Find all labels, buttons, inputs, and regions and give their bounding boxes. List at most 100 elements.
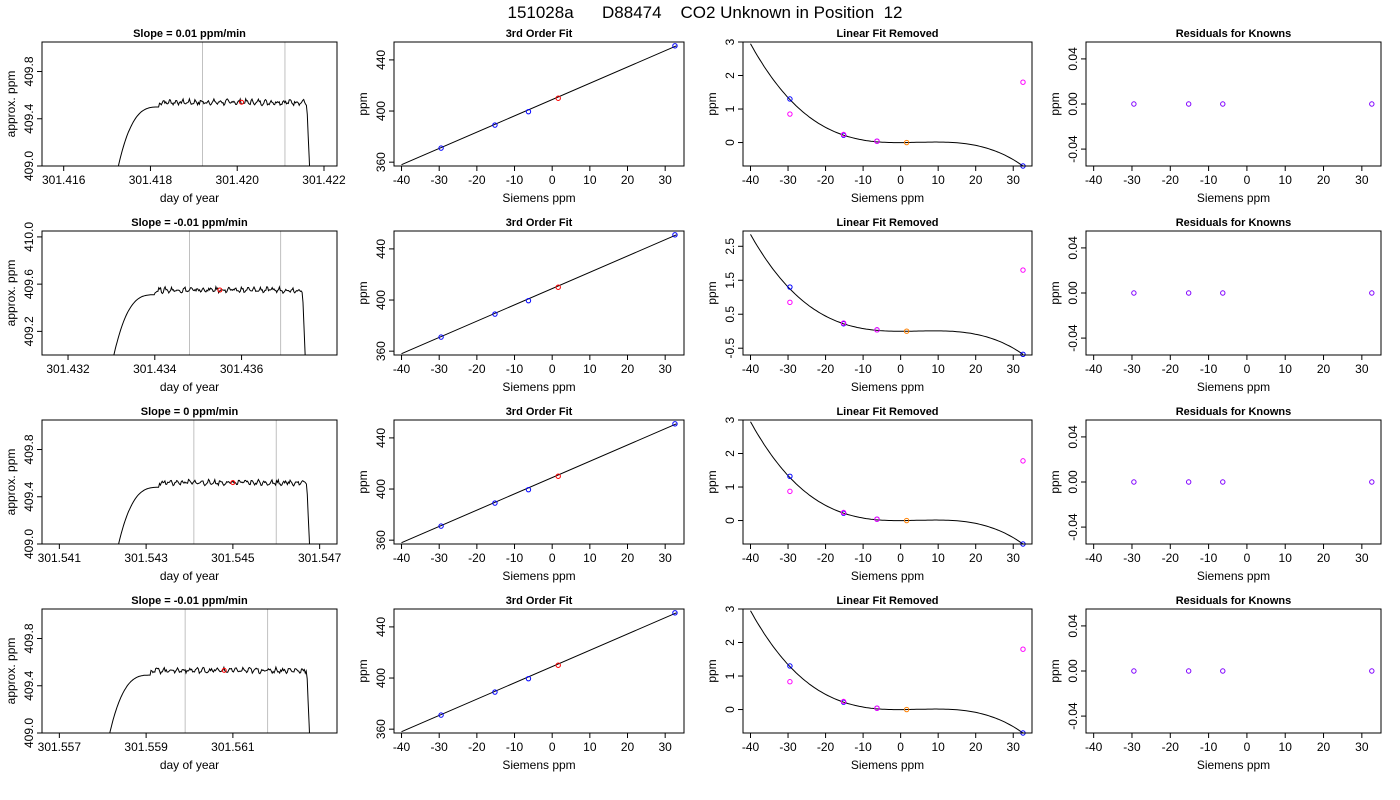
data-point-purple bbox=[1185, 290, 1192, 296]
y-tick-label: 2 bbox=[723, 72, 737, 79]
x-tick-label: 0 bbox=[1244, 173, 1251, 187]
plot-frame bbox=[41, 230, 338, 356]
panel-title: Linear Fit Removed bbox=[836, 406, 938, 418]
plot-frame bbox=[1085, 419, 1382, 545]
data-point-orange bbox=[903, 706, 910, 713]
concentration-trace bbox=[113, 285, 306, 355]
data-point-red bbox=[555, 662, 561, 668]
x-tick-label: 301.541 bbox=[38, 551, 82, 565]
plot-area bbox=[113, 231, 306, 355]
x-tick-label: 10 bbox=[1279, 173, 1293, 187]
x-axis-label: Siemens ppm bbox=[1197, 569, 1270, 583]
panel-fit-row-3: 3rd Order Fit Siemens ppm ppm -40 -30 -20 -10 0… bbox=[356, 406, 685, 583]
y-tick-label: 360 bbox=[374, 530, 388, 550]
data-point-purple bbox=[1131, 290, 1137, 296]
panel-title: Residuals for Knowns bbox=[1176, 28, 1292, 40]
x-tick-label: 20 bbox=[1317, 740, 1331, 754]
x-tick-label: -30 bbox=[779, 362, 797, 376]
x-tick-label: -30 bbox=[431, 740, 449, 754]
x-tick-label: 301.547 bbox=[298, 551, 342, 565]
data-point-blue bbox=[438, 523, 444, 529]
x-tick-label: 301.543 bbox=[124, 551, 168, 565]
plot-frame bbox=[41, 41, 338, 167]
data-point-magenta bbox=[1020, 267, 1026, 273]
concentration-trace bbox=[118, 477, 310, 544]
fit-line bbox=[401, 612, 677, 733]
panel-residuals-row-2: Residuals for Knowns Siemens ppm ppm -40 -30… bbox=[1048, 217, 1382, 394]
x-tick-label: 301.432 bbox=[46, 362, 90, 376]
data-point-orange bbox=[903, 139, 910, 146]
x-tick-label: 0 bbox=[549, 362, 556, 376]
x-tick-label: 30 bbox=[658, 551, 672, 565]
y-tick-label: 400 bbox=[374, 101, 388, 121]
x-tick-label: -40 bbox=[742, 173, 760, 187]
fit-line bbox=[401, 234, 677, 355]
cubic-curve bbox=[750, 234, 1024, 355]
x-axis-label: Siemens ppm bbox=[1197, 758, 1270, 772]
panel-linear-removed-row-3: Linear Fit Removed Siemens ppm ppm -40 -30 -2… bbox=[705, 406, 1033, 583]
data-point-purple bbox=[1369, 668, 1375, 674]
panel-timeseries-row-1: Slope = 0.01 ppm/min day of year approx. p… bbox=[4, 28, 346, 205]
panel-fit-row-4: 3rd Order Fit Siemens ppm ppm -40 -30 -20 -10 0… bbox=[356, 595, 685, 772]
x-tick-label: -20 bbox=[1162, 173, 1180, 187]
data-point-red bbox=[555, 284, 561, 290]
y-axis-label: ppm bbox=[356, 92, 370, 115]
panel-title: Slope = -0.01 ppm/min bbox=[131, 217, 248, 229]
x-tick-label: 0 bbox=[897, 740, 904, 754]
x-tick-label: 30 bbox=[1355, 740, 1369, 754]
panel-linear-removed-row-2: Linear Fit Removed Siemens ppm ppm -40 -30 -2… bbox=[705, 217, 1033, 394]
x-tick-label: -10 bbox=[1200, 173, 1218, 187]
x-tick-label: -20 bbox=[468, 173, 486, 187]
x-tick-label: 30 bbox=[1355, 362, 1369, 376]
data-point-blue bbox=[1020, 351, 1026, 358]
x-tick-label: 20 bbox=[621, 740, 635, 754]
panel-fit-row-1: 3rd Order Fit Siemens ppm ppm -40 -30 -20 -10 0… bbox=[356, 28, 685, 205]
x-tick-label: 30 bbox=[1355, 173, 1369, 187]
x-tick-label: 301.422 bbox=[302, 173, 346, 187]
data-point-magenta bbox=[874, 138, 880, 144]
x-tick-label: 301.420 bbox=[216, 173, 260, 187]
x-tick-label: -40 bbox=[742, 740, 760, 754]
x-tick-label: 301.434 bbox=[133, 362, 177, 376]
y-tick-label: 409.8 bbox=[22, 56, 36, 86]
x-tick-label: -30 bbox=[779, 740, 797, 754]
x-tick-label: -40 bbox=[393, 740, 411, 754]
mean-marker bbox=[217, 287, 223, 293]
data-point-magenta bbox=[840, 131, 847, 138]
y-tick-label: 0.04 bbox=[1066, 425, 1080, 449]
page-title: 151028a D88474 CO2 Unknown in Position 1… bbox=[507, 3, 902, 22]
y-tick-label: 409.8 bbox=[22, 623, 36, 653]
x-tick-label: -30 bbox=[779, 551, 797, 565]
x-tick-label: 301.557 bbox=[38, 740, 82, 754]
plot-area bbox=[401, 423, 677, 544]
cubic-curve bbox=[750, 610, 1024, 733]
y-tick-label: 0 bbox=[723, 706, 737, 713]
plot-frame bbox=[742, 608, 1033, 734]
y-tick-label: 440 bbox=[374, 428, 388, 448]
x-tick-label: 301.545 bbox=[211, 551, 255, 565]
y-tick-label: 2.5 bbox=[723, 238, 737, 255]
data-point-magenta bbox=[874, 516, 880, 522]
y-tick-label: 440 bbox=[374, 617, 388, 637]
panel-title: Residuals for Knowns bbox=[1176, 406, 1292, 418]
data-point-blue bbox=[525, 675, 532, 682]
x-tick-label: 0 bbox=[549, 551, 556, 565]
y-axis-label: ppm bbox=[1048, 92, 1062, 115]
data-point-purple bbox=[1131, 668, 1137, 674]
y-tick-label: 360 bbox=[374, 152, 388, 172]
x-tick-label: -10 bbox=[1200, 551, 1218, 565]
data-point-purple bbox=[1185, 101, 1192, 107]
y-axis-label: approx. ppm bbox=[4, 449, 18, 516]
data-point-magenta bbox=[840, 698, 847, 705]
x-tick-label: -30 bbox=[1123, 173, 1141, 187]
data-point-magenta bbox=[840, 320, 847, 326]
x-tick-label: 10 bbox=[931, 740, 945, 754]
x-tick-label: 20 bbox=[621, 173, 635, 187]
plot-area bbox=[109, 609, 310, 733]
x-axis-label: Siemens ppm bbox=[502, 569, 575, 583]
x-tick-label: 0 bbox=[1244, 362, 1251, 376]
y-tick-label: 360 bbox=[374, 341, 388, 361]
x-tick-label: -40 bbox=[393, 362, 411, 376]
x-tick-label: 30 bbox=[1007, 740, 1021, 754]
